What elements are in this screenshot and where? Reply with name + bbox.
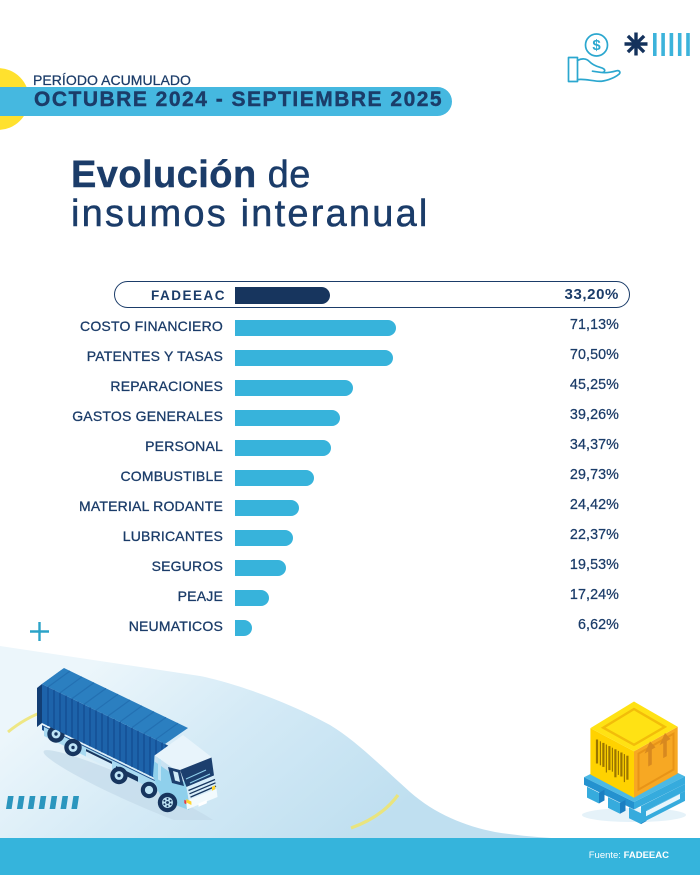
svg-text:$: $: [592, 37, 601, 54]
